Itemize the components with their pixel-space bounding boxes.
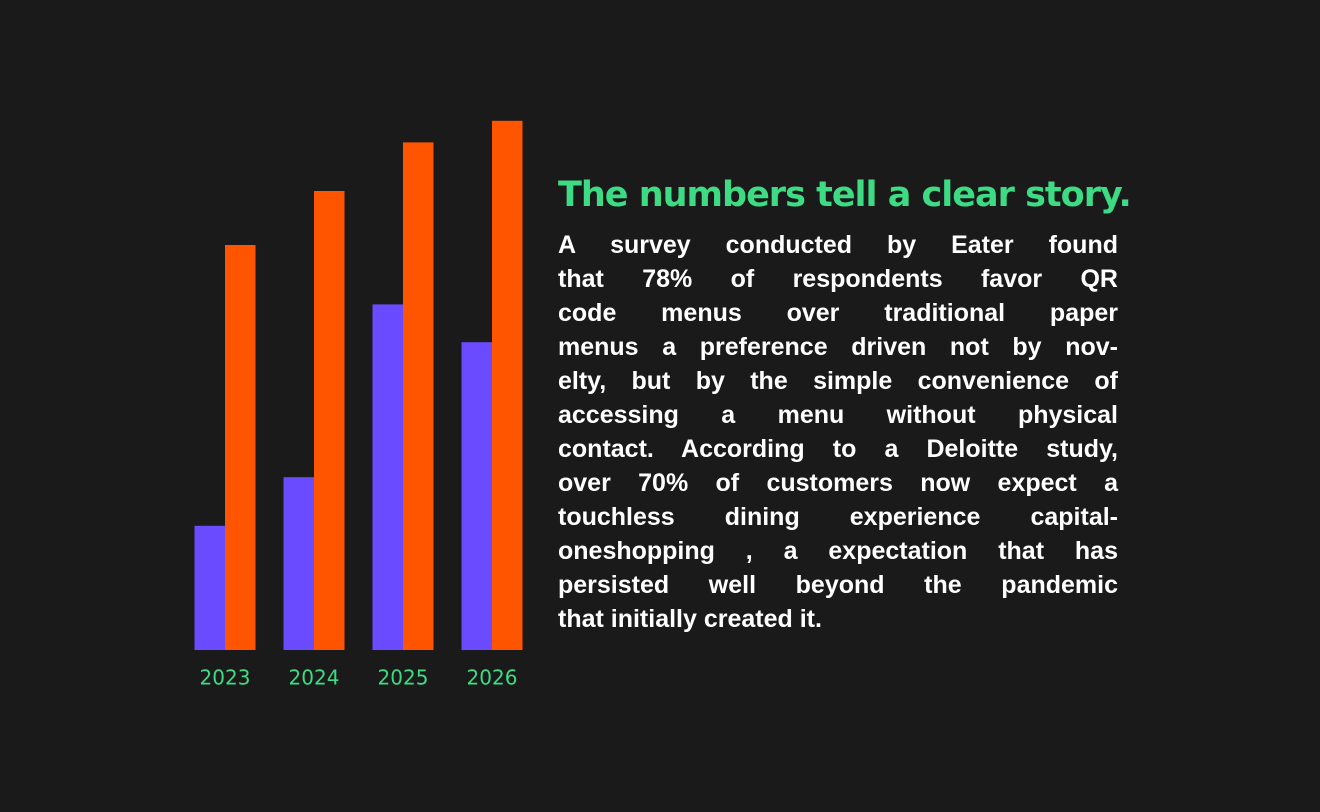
bar bbox=[225, 245, 256, 650]
text-line: persisted well beyond the pandemic bbox=[558, 571, 1118, 599]
bar bbox=[372, 304, 403, 650]
bar bbox=[403, 142, 434, 650]
text-line: A survey conducted by Eater found bbox=[558, 231, 1118, 259]
chart: 2023 2024 2025 2026 bbox=[194, 120, 523, 690]
paragraph: A survey conducted by Eater found that 78… bbox=[558, 228, 1118, 636]
text-line: oneshopping , a expectation that has bbox=[558, 537, 1118, 565]
text-line: elty, but by the simple convenience of bbox=[558, 367, 1118, 395]
bar bbox=[194, 525, 225, 650]
text-line: accessing a menu without physical bbox=[558, 401, 1118, 429]
text-line: contact. According to a Deloitte study, bbox=[558, 435, 1118, 463]
x-tick-label: 2026 bbox=[467, 666, 518, 690]
x-tick-label: 2023 bbox=[200, 666, 251, 690]
text-line: touchless dining experience capital- bbox=[558, 503, 1118, 531]
text-line: that initially created it. bbox=[558, 605, 822, 633]
text-line: menus a preference driven not by nov- bbox=[558, 333, 1118, 361]
bar bbox=[461, 342, 492, 650]
heading: The numbers tell a clear story. bbox=[558, 175, 1132, 215]
text-line: that 78% of respondents favor QR bbox=[558, 265, 1118, 293]
bar bbox=[283, 477, 314, 650]
x-tick-label: 2024 bbox=[289, 666, 340, 690]
text-line: code menus over traditional paper bbox=[558, 299, 1118, 327]
x-tick-label: 2025 bbox=[378, 666, 429, 690]
bar bbox=[314, 191, 345, 650]
text-line: over 70% of customers now expect a bbox=[558, 469, 1118, 497]
bar bbox=[492, 120, 523, 651]
